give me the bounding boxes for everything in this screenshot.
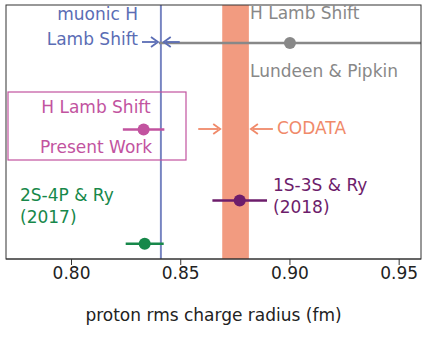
svg-text:Present Work: Present Work <box>40 137 152 157</box>
svg-text:proton rms charge radius (fm): proton rms charge radius (fm) <box>85 305 341 325</box>
svg-text:2S-4P & Ry: 2S-4P & Ry <box>20 185 114 205</box>
svg-text:0.95: 0.95 <box>380 263 418 283</box>
svg-text:muonic H: muonic H <box>57 4 138 24</box>
svg-text:0.90: 0.90 <box>271 263 309 283</box>
svg-text:Lamb Shift: Lamb Shift <box>47 29 139 49</box>
svg-text:0.85: 0.85 <box>162 263 200 283</box>
svg-text:(2018): (2018) <box>273 197 330 217</box>
svg-text:(2017): (2017) <box>20 207 77 227</box>
svg-text:0.80: 0.80 <box>53 263 91 283</box>
svg-text:H Lamb Shift: H Lamb Shift <box>250 3 360 23</box>
svg-text:1S-3S & Ry: 1S-3S & Ry <box>273 175 367 195</box>
svg-text:H Lamb Shift: H Lamb Shift <box>41 97 151 117</box>
svg-text:CODATA: CODATA <box>277 118 346 138</box>
svg-text:Lundeen & Pipkin: Lundeen & Pipkin <box>250 61 398 81</box>
